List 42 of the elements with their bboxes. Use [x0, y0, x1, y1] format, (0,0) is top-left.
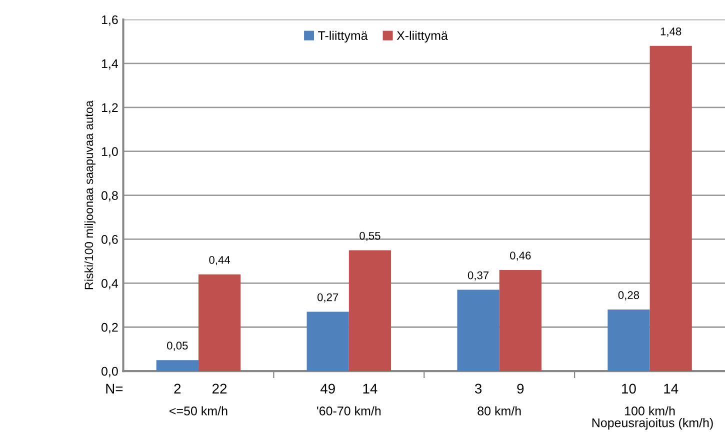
- data-label: 0,28: [618, 291, 640, 300]
- legend-label: X-liittymä: [396, 30, 448, 42]
- data-label: 0,46: [510, 252, 531, 261]
- bar: [499, 270, 542, 372]
- text: 10: [622, 384, 636, 394]
- bar: [156, 360, 198, 372]
- data-label: 0,37: [468, 271, 489, 281]
- y-tick-label: 0,0: [102, 366, 118, 378]
- y-axis-title: Riski/100 miljoonaa saapuvaa autoa: [84, 100, 96, 290]
- text: 22: [212, 384, 227, 394]
- data-label: 0,05: [167, 342, 188, 351]
- x-tick-label: <=50 km/h: [170, 406, 228, 416]
- y-tick-label: 0,2: [102, 322, 118, 334]
- y-tick-label: 0,4: [102, 278, 118, 290]
- y-tick-label: 1,2: [102, 103, 118, 114]
- data-label: 1,48: [660, 28, 682, 37]
- bar: [608, 310, 650, 372]
- y-tick-label: 1,4: [102, 59, 118, 70]
- data-label: 0,55: [360, 232, 380, 242]
- y-tick-label: 0,6: [102, 235, 118, 246]
- y-tick-label: 0,8: [102, 191, 118, 202]
- text: 49: [320, 384, 335, 394]
- x-tick-label: 100 km/h: [625, 406, 675, 416]
- text: 9: [517, 384, 524, 394]
- bar: [457, 290, 500, 372]
- x-tick-label: '60-70 km/h: [317, 406, 381, 416]
- bar: [306, 312, 349, 372]
- data-label: 0,27: [317, 293, 338, 303]
- y-tick-label: 1,6: [102, 15, 118, 26]
- text: 14: [363, 384, 378, 394]
- text: 3: [474, 384, 482, 394]
- legend-label: T-liittymä: [318, 30, 368, 42]
- bar: [348, 250, 392, 372]
- x-axis-title: Nopeusrajoitus (km/h): [592, 418, 713, 430]
- text: 14: [664, 384, 678, 394]
- bar: [650, 46, 692, 372]
- y-tick-label: 1,0: [102, 147, 118, 158]
- text: N=: [106, 384, 123, 394]
- x-tick-label: 80 km/h: [478, 406, 521, 416]
- text: 2: [174, 384, 181, 394]
- data-label: 0,44: [209, 256, 230, 266]
- bar: [198, 274, 241, 372]
